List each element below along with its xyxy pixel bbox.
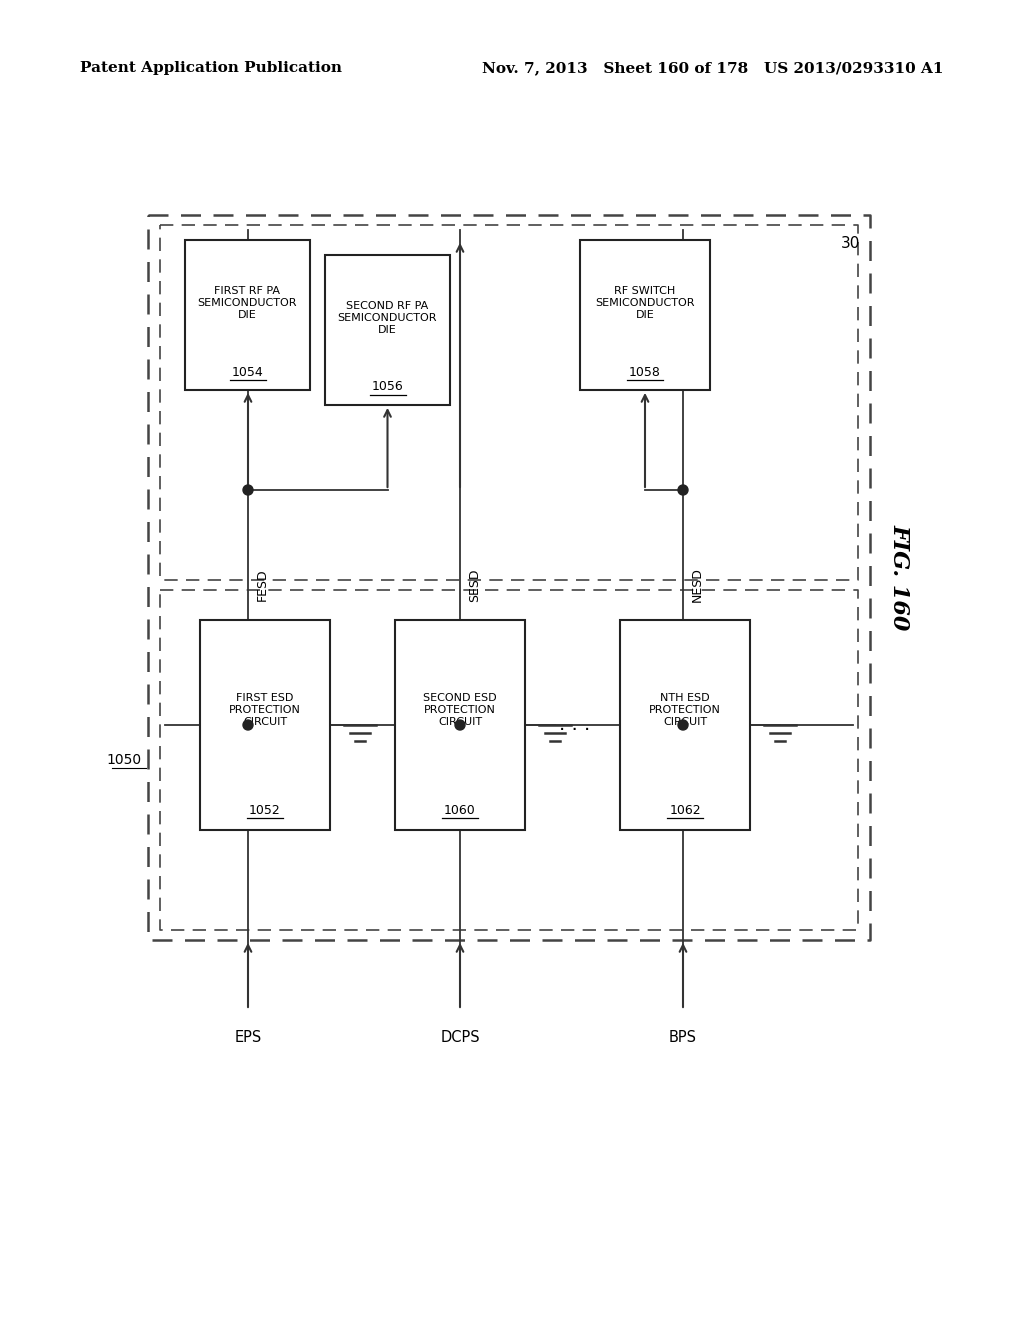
Text: BPS: BPS <box>669 1030 697 1045</box>
Circle shape <box>678 484 688 495</box>
Text: FIRST RF PA
SEMICONDUCTOR
DIE: FIRST RF PA SEMICONDUCTOR DIE <box>198 286 297 319</box>
Text: 30: 30 <box>841 235 860 251</box>
Text: Nov. 7, 2013   Sheet 160 of 178   US 2013/0293310 A1: Nov. 7, 2013 Sheet 160 of 178 US 2013/02… <box>482 61 944 75</box>
Circle shape <box>243 484 253 495</box>
Text: 1060: 1060 <box>444 804 476 817</box>
Text: 1056: 1056 <box>372 380 403 393</box>
Text: SESD: SESD <box>468 568 481 602</box>
Bar <box>620 620 750 830</box>
Text: Patent Application Publication: Patent Application Publication <box>80 61 342 75</box>
Text: FIG. 160: FIG. 160 <box>889 524 911 631</box>
Text: SECOND ESD
PROTECTION
CIRCUIT: SECOND ESD PROTECTION CIRCUIT <box>423 693 497 726</box>
Text: SECOND RF PA
SEMICONDUCTOR
DIE: SECOND RF PA SEMICONDUCTOR DIE <box>338 301 437 334</box>
Text: FIRST ESD
PROTECTION
CIRCUIT: FIRST ESD PROTECTION CIRCUIT <box>229 693 301 726</box>
Bar <box>395 620 525 830</box>
Text: 1062: 1062 <box>670 804 700 817</box>
Bar <box>200 620 330 830</box>
Text: 1050: 1050 <box>106 752 142 767</box>
Text: RF SWITCH
SEMICONDUCTOR
DIE: RF SWITCH SEMICONDUCTOR DIE <box>595 286 694 319</box>
Text: NESD: NESD <box>691 568 705 602</box>
Text: FESD: FESD <box>256 569 269 602</box>
Circle shape <box>243 719 253 730</box>
Bar <box>580 240 710 389</box>
Circle shape <box>455 719 465 730</box>
Text: 1058: 1058 <box>629 366 660 379</box>
Text: 1052: 1052 <box>249 804 281 817</box>
Text: EPS: EPS <box>234 1030 261 1045</box>
Text: DCPS: DCPS <box>440 1030 480 1045</box>
Circle shape <box>678 719 688 730</box>
Text: 1054: 1054 <box>231 366 263 379</box>
Text: NTH ESD
PROTECTION
CIRCUIT: NTH ESD PROTECTION CIRCUIT <box>649 693 721 726</box>
Bar <box>325 255 450 405</box>
Bar <box>185 240 310 389</box>
Text: . . .: . . . <box>559 715 591 734</box>
